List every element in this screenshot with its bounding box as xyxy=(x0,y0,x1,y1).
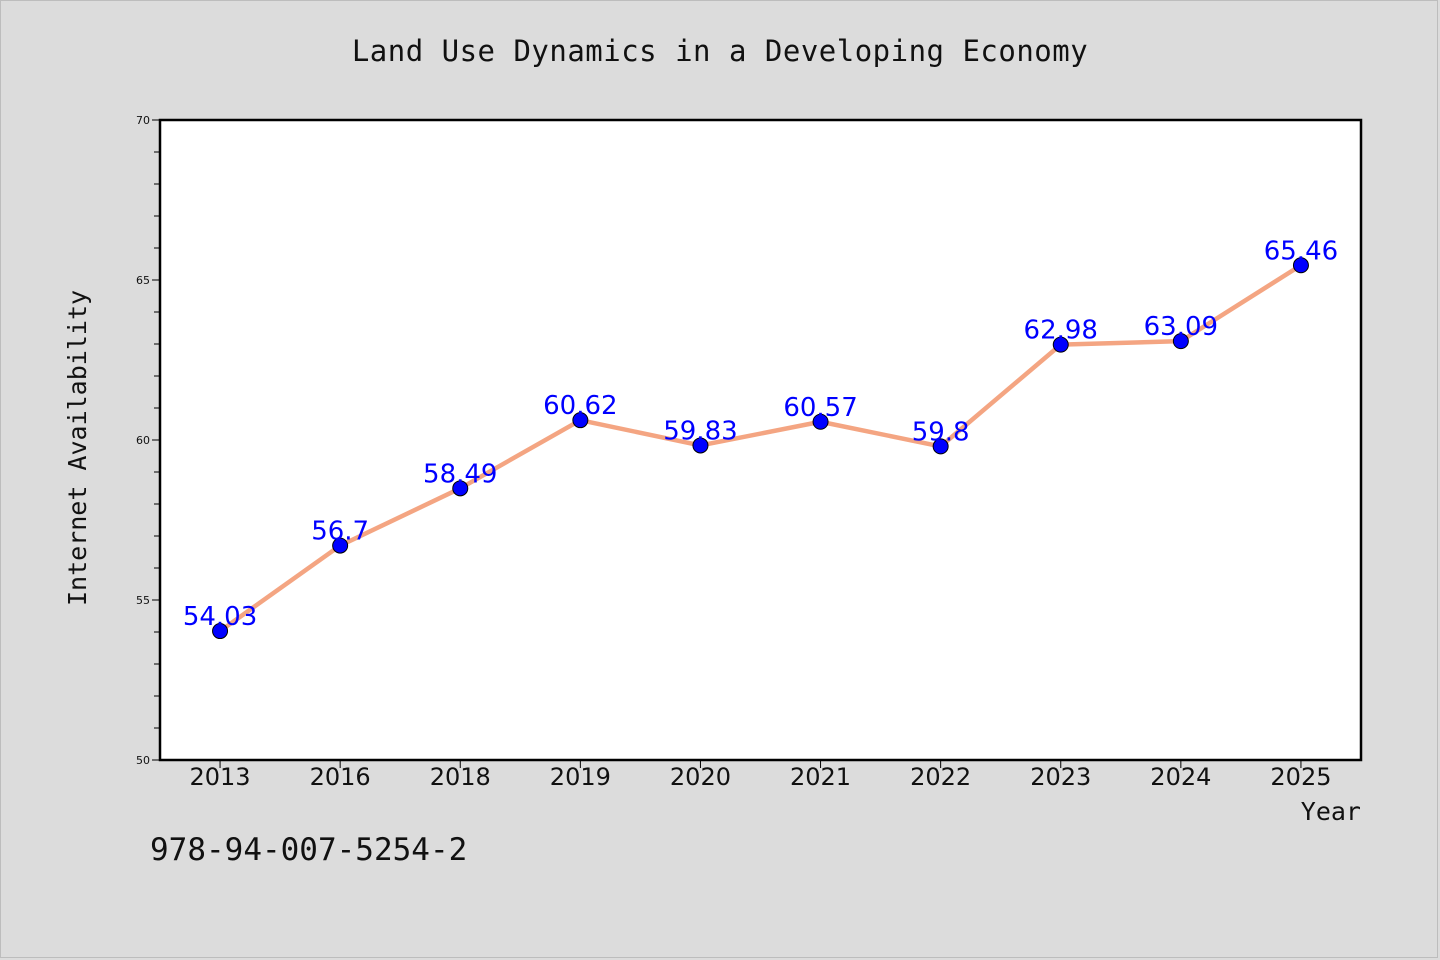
data-label: 59.8 xyxy=(912,417,970,447)
data-point xyxy=(1292,257,1309,274)
data-point xyxy=(932,438,949,455)
plot-area: 50 55 60 65 70 2013 2016 2018 2019 2020 2021 2022 20… xyxy=(63,114,1363,826)
data-label: 62.98 xyxy=(1024,316,1098,346)
series-line xyxy=(218,263,1303,633)
x-tick-label: 2016 xyxy=(310,763,371,791)
x-tick-label: 2024 xyxy=(1150,763,1211,791)
x-tick-label: 2023 xyxy=(1030,763,1091,791)
y-tick-label: 60 xyxy=(136,434,150,447)
data-point xyxy=(212,623,229,640)
data-point xyxy=(452,480,469,497)
x-tick-label: 2021 xyxy=(790,763,851,791)
data-label: 56.7 xyxy=(311,517,369,547)
y-tick-label: 65 xyxy=(136,274,150,287)
x-tick-label: 2013 xyxy=(190,763,251,791)
data-point xyxy=(572,412,589,429)
data-label: 60.62 xyxy=(543,391,617,421)
data-point xyxy=(1052,336,1069,353)
data-point xyxy=(812,413,829,430)
isbn-label: 978-94-007-5254-2 xyxy=(150,832,468,868)
data-label: 54.03 xyxy=(183,602,257,632)
data-point xyxy=(332,537,349,554)
y-tick-label: 50 xyxy=(136,754,150,767)
data-point xyxy=(1172,333,1189,350)
x-tick-label: 2025 xyxy=(1270,763,1331,791)
data-label: 60.57 xyxy=(783,393,857,423)
x-tick-label: 2019 xyxy=(550,763,611,791)
x-axis-label: Year xyxy=(1301,797,1361,826)
data-label: 63.09 xyxy=(1144,312,1218,342)
data-label: 65.46 xyxy=(1264,236,1338,266)
y-axis-label: Internet Availability xyxy=(63,290,92,606)
plot-frame xyxy=(158,118,1363,762)
data-label: 59.83 xyxy=(663,416,737,446)
y-tick-label: 70 xyxy=(136,114,150,127)
chart-title: Land Use Dynamics in a Developing Econom… xyxy=(351,34,1089,68)
x-tick-label: 2022 xyxy=(910,763,971,791)
y-tick-label: 55 xyxy=(136,594,150,607)
x-tick-label: 2018 xyxy=(430,763,491,791)
data-label: 58.49 xyxy=(423,459,497,489)
x-tick-label: 2020 xyxy=(670,763,731,791)
data-point xyxy=(692,437,709,454)
